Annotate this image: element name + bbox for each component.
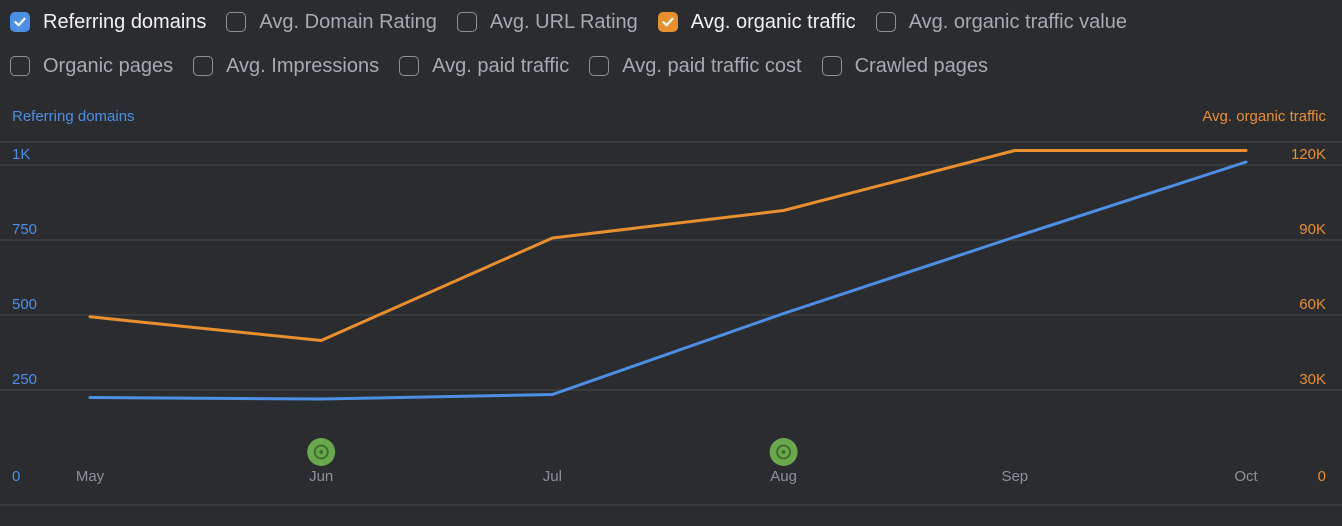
left-axis-ticks: 0 250 500 750 1K: [12, 146, 37, 485]
checkbox[interactable]: [226, 12, 247, 32]
left-tick-label: 1K: [12, 146, 30, 163]
series-line-referring-domains: [88, 160, 1248, 401]
metric-label: Organic pages: [43, 54, 174, 77]
x-tick-label: Oct: [1234, 468, 1258, 485]
checkmark-icon: [662, 17, 674, 27]
checkbox[interactable]: [821, 56, 842, 76]
metric-avg-paid-traffic[interactable]: Avg. paid traffic: [399, 55, 569, 78]
right-axis-ticks: 0 30K 60K 90K 120K: [1291, 146, 1326, 485]
x-tick-label: Aug: [770, 468, 797, 485]
series-lines: [88, 149, 1248, 401]
metric-label: Avg. organic traffic: [690, 10, 856, 33]
metric-label: Crawled pages: [854, 54, 989, 77]
left-tick-label: 250: [12, 371, 37, 388]
metric-row-2: Organic pages Avg. Impressions Avg. paid t…: [10, 50, 1330, 82]
checkbox[interactable]: [10, 12, 30, 32]
series-line-avg-organic-traffic: [88, 149, 1248, 342]
metric-label: Avg. Domain Rating: [259, 10, 437, 33]
metric-label: Avg. paid traffic cost: [622, 54, 802, 77]
right-tick-label: 120K: [1291, 146, 1326, 163]
right-axis-title: Avg. organic traffic: [1202, 108, 1326, 125]
metric-label: Avg. URL Rating: [489, 10, 638, 33]
checkbox[interactable]: [193, 56, 214, 76]
checkbox[interactable]: [657, 12, 678, 32]
checkbox[interactable]: [10, 56, 30, 76]
metric-crawled-pages[interactable]: Crawled pages: [821, 54, 989, 78]
metric-row-1: Referring domains Avg. Domain Rating Avg. …: [10, 6, 1330, 38]
metric-selector: Referring domains Avg. Domain Rating Avg. …: [10, 6, 1330, 94]
google-update-icon[interactable]: [769, 438, 798, 466]
checkbox[interactable]: [875, 12, 896, 32]
left-tick-label: 500: [12, 296, 37, 313]
x-tick-label: Jun: [309, 468, 333, 485]
metric-avg-impressions[interactable]: Avg. Impressions: [193, 55, 379, 78]
metric-avg-domain-rating[interactable]: Avg. Domain Rating: [226, 11, 437, 34]
metric-organic-pages[interactable]: Organic pages: [10, 55, 173, 78]
left-axis-title: Referring domains: [12, 108, 135, 125]
google-update-icon[interactable]: [307, 438, 336, 466]
metric-label: Avg. organic traffic value: [908, 10, 1127, 33]
metric-avg-organic-traffic[interactable]: Avg. organic traffic: [657, 10, 856, 34]
right-tick-label: 0: [1318, 468, 1326, 485]
right-tick-label: 60K: [1299, 296, 1326, 313]
left-tick-label: 750: [12, 221, 37, 238]
left-tick-label: 0: [12, 468, 20, 485]
checkbox[interactable]: [589, 56, 610, 76]
metric-label: Avg. paid traffic: [432, 54, 570, 77]
x-tick-label: Sep: [1001, 468, 1028, 485]
x-tick-label: Jul: [543, 468, 562, 485]
grid-lines: [0, 141, 1342, 506]
annotations: [307, 438, 798, 466]
checkbox[interactable]: [456, 12, 477, 32]
metric-referring-domains[interactable]: Referring domains: [10, 11, 206, 34]
right-tick-label: 90K: [1299, 221, 1326, 238]
metric-label: Avg. Impressions: [226, 54, 380, 77]
right-tick-label: 30K: [1299, 371, 1326, 388]
metric-avg-paid-traffic-cost[interactable]: Avg. paid traffic cost: [589, 54, 802, 78]
x-tick-label: May: [76, 468, 105, 485]
metric-avg-organic-traffic-value[interactable]: Avg. organic traffic value: [875, 10, 1127, 34]
x-axis-ticks: May Jun Jul Aug Sep Oct: [76, 468, 1259, 485]
metric-label: Referring domains: [43, 10, 207, 33]
checkmark-icon: [14, 17, 26, 27]
line-chart: Referring domains Avg. organic traffic 0…: [0, 108, 1342, 506]
metric-avg-url-rating[interactable]: Avg. URL Rating: [456, 10, 638, 34]
checkbox[interactable]: [399, 56, 420, 76]
